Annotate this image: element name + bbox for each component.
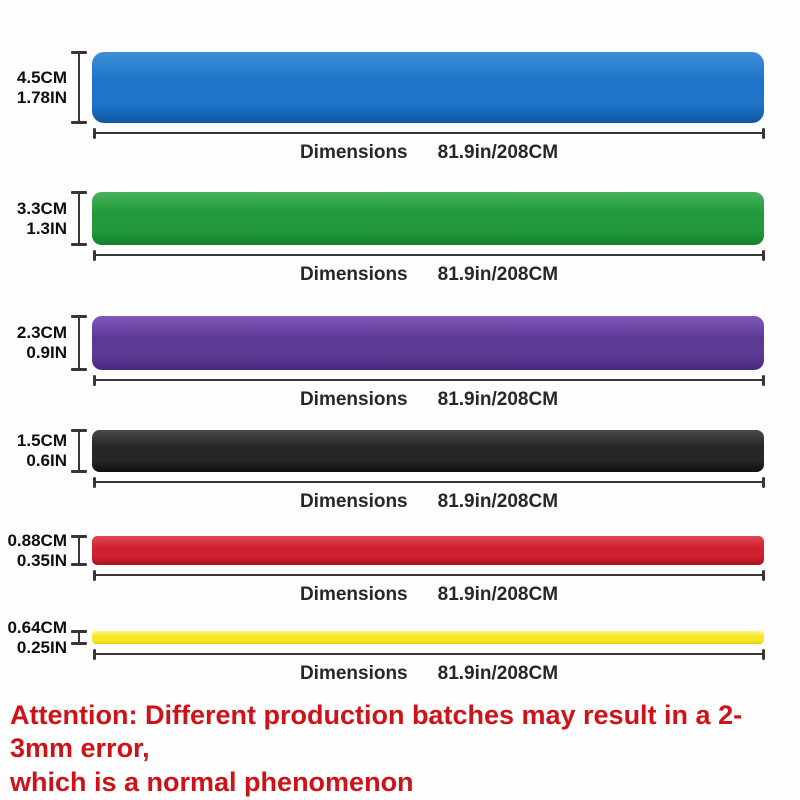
length-dimension-text: Dimensions 81.9in/208CM [93,389,765,411]
width-in-value: 0.25IN [16,637,67,657]
width-in-value: 0.6IN [26,451,67,470]
length-dimension-text: Dimensions 81.9in/208CM [93,491,765,513]
band-width-label: 0.64CM 0.25IN [0,617,67,657]
band-width-label: 3.3CM 1.3IN [0,198,67,238]
dimensions-label: Dimensions [299,663,408,684]
width-in-value: 1.3IN [26,218,67,238]
dimensions-label: Dimensions [299,142,408,163]
band-width-label: 1.5CM 0.6IN [0,431,67,471]
width-bracket-icon [71,191,87,246]
dimensions-value: 81.9in/208CM [437,142,559,163]
width-in-value: 0.9IN [26,343,67,362]
attention-note: Attention: Different production batches … [10,699,790,799]
width-bracket-icon [71,315,87,371]
width-cm-value: 2.3CM [16,322,67,342]
band-row-purple: 2.3CM 0.9IN Dimensions 81.9in/208CM [0,315,800,410]
width-bracket-icon [71,429,87,473]
width-in-value: 1.78IN [16,87,67,107]
band-width-label: 2.3CM 0.9IN [0,323,67,363]
dimensions-label: Dimensions [299,264,408,285]
width-cm-value: 1.5CM [16,430,67,450]
attention-line-1: Attention: Different production batches … [10,700,743,764]
width-cm-value: 0.64CM [7,617,67,637]
band-row-black: 1.5CM 0.6IN Dimensions 81.9in/208CM [0,429,800,512]
length-dimension-line [93,250,765,261]
band-row-red: 0.88CM 0.35IN Dimensions 81.9in/208CM [0,530,800,605]
dimensions-label: Dimensions [299,584,408,605]
band-width-label: 0.88CM 0.35IN [0,530,67,570]
band-width-label: 4.5CM 1.78IN [0,67,67,107]
band-row-blue: 4.5CM 1.78IN Dimensions 81.9in/208CM [0,51,800,163]
attention-line-2: which is a normal phenomenon [10,766,414,797]
length-dimension-line [93,128,765,139]
length-dimension-line [93,375,765,386]
width-bracket-icon [71,630,87,645]
length-dimension-line [93,570,765,581]
resistance-band-black [92,430,764,472]
width-cm-value: 3.3CM [16,198,67,218]
width-cm-value: 0.88CM [7,530,67,550]
resistance-band-yellow [92,631,764,644]
length-dimension-text: Dimensions 81.9in/208CM [93,142,765,164]
width-bracket-icon [71,51,87,124]
dimensions-value: 81.9in/208CM [437,663,559,684]
dimensions-value: 81.9in/208CM [437,389,559,410]
band-row-green: 3.3CM 1.3IN Dimensions 81.9in/208CM [0,191,800,285]
length-dimension-text: Dimensions 81.9in/208CM [93,584,765,606]
width-bracket-icon [71,535,87,566]
dimensions-label: Dimensions [299,389,408,410]
dimensions-value: 81.9in/208CM [437,584,559,605]
band-row-yellow: 0.64CM 0.25IN Dimensions 81.9in/208CM [0,617,800,684]
dimensions-label: Dimensions [299,491,408,512]
width-in-value: 0.35IN [16,550,67,570]
resistance-band-blue [92,52,764,123]
dimensions-value: 81.9in/208CM [437,491,559,512]
resistance-band-red [92,536,764,565]
width-cm-value: 4.5CM [16,67,67,87]
length-dimension-line [93,649,765,660]
length-dimension-text: Dimensions 81.9in/208CM [93,663,765,685]
resistance-band-green [92,192,764,245]
resistance-band-purple [92,316,764,370]
length-dimension-line [93,477,765,488]
length-dimension-text: Dimensions 81.9in/208CM [93,264,765,286]
dimensions-value: 81.9in/208CM [437,264,559,285]
